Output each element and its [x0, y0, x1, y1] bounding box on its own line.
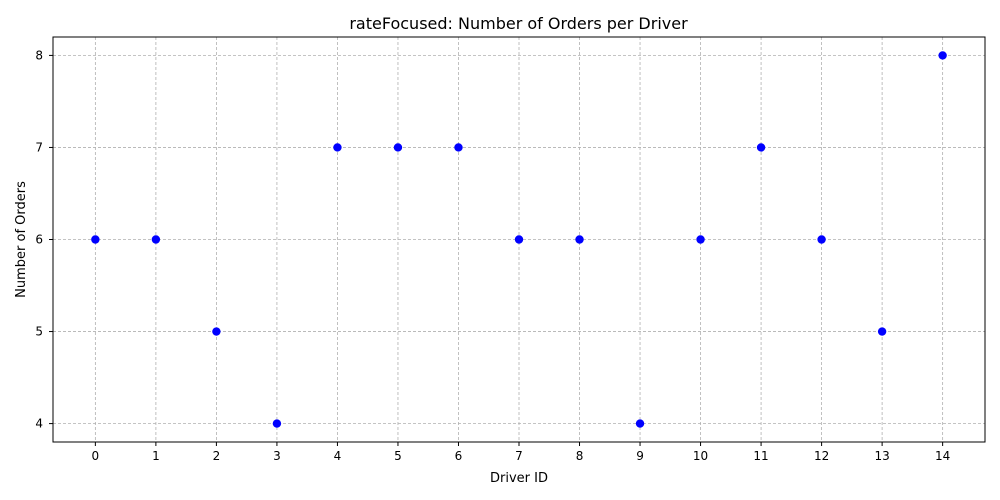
x-tick-label: 6 — [455, 449, 463, 463]
y-tick-label: 8 — [35, 48, 43, 62]
x-tick-label: 13 — [874, 449, 889, 463]
x-tick-label: 3 — [273, 449, 281, 463]
data-point — [454, 143, 463, 152]
data-point — [877, 327, 887, 336]
data-point — [817, 235, 826, 244]
y-tick-label: 6 — [35, 233, 43, 247]
y-axis-label: Number of Orders — [14, 181, 29, 298]
data-point — [575, 235, 584, 244]
x-tick-label: 14 — [935, 449, 950, 463]
x-tick-label: 7 — [515, 449, 523, 463]
data-point — [514, 235, 524, 244]
data-point — [212, 327, 221, 336]
chart-title: rateFocused: Number of Orders per Driver — [349, 14, 688, 33]
x-tick-label: 10 — [693, 449, 708, 463]
data-point — [696, 235, 705, 244]
y-tick-label: 7 — [35, 140, 43, 154]
plot-frame — [52, 36, 986, 443]
data-point — [91, 235, 100, 244]
data-point — [333, 143, 342, 152]
y-tick-label: 4 — [35, 417, 43, 431]
data-point — [938, 51, 947, 60]
x-tick-label: 4 — [334, 449, 342, 463]
x-tick-label: 11 — [753, 449, 768, 463]
x-tick-label: 1 — [152, 449, 160, 463]
x-tick-label: 12 — [814, 449, 829, 463]
x-tick-label: 0 — [92, 449, 100, 463]
y-tick-label: 5 — [35, 325, 43, 339]
x-tick-label: 5 — [394, 449, 402, 463]
data-points — [91, 51, 947, 428]
data-point — [635, 419, 645, 428]
x-tick-label: 9 — [636, 449, 644, 463]
x-tick-label: 8 — [576, 449, 584, 463]
x-axis-label: Driver ID — [490, 471, 548, 486]
x-tick-label: 2 — [213, 449, 221, 463]
data-point — [756, 143, 766, 152]
data-point — [272, 419, 282, 428]
data-point — [151, 235, 161, 244]
data-point — [393, 143, 403, 152]
